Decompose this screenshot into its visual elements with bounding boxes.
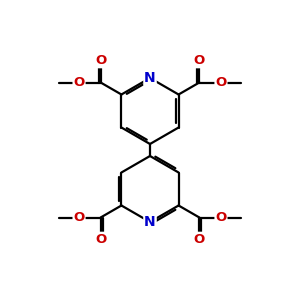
Text: O: O (215, 211, 226, 224)
Text: N: N (144, 71, 156, 85)
Text: O: O (194, 232, 205, 246)
Text: N: N (144, 215, 156, 229)
Text: O: O (74, 76, 85, 89)
Text: O: O (74, 211, 85, 224)
Text: O: O (95, 54, 106, 68)
Text: O: O (95, 232, 106, 246)
Text: O: O (215, 76, 226, 89)
Text: O: O (194, 54, 205, 68)
